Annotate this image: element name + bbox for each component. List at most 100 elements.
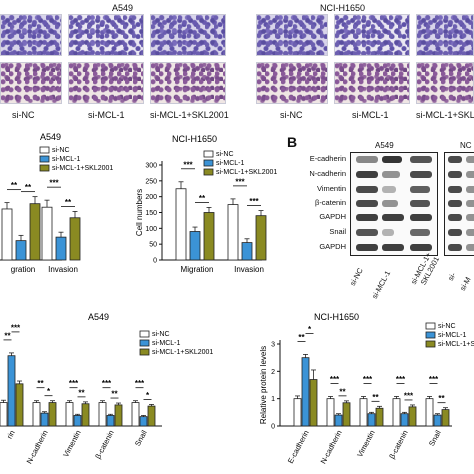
blot-band <box>410 229 430 236</box>
bar <box>7 355 16 427</box>
significance-label: *** <box>183 160 193 169</box>
y-tick-label: 150 <box>145 210 157 217</box>
bar <box>41 206 53 261</box>
micrograph-h1650-migration-skl <box>416 14 474 56</box>
bar <box>98 402 107 427</box>
category-label: Vimentin <box>61 429 83 459</box>
blot-band <box>448 214 462 221</box>
panel-a-title-a549: A549 <box>112 3 134 13</box>
bar <box>334 414 343 427</box>
micrograph-a549-migration-si-nc <box>0 14 62 56</box>
bar <box>375 407 384 427</box>
micrograph-a549-migration-si-mcl1 <box>68 14 144 56</box>
significance-label: *** <box>396 375 406 384</box>
blot-band <box>466 156 474 163</box>
blot-row-e-cadherin: E-cadherin <box>309 154 346 163</box>
significance-label: ** <box>372 393 379 402</box>
blot-band <box>466 214 474 221</box>
legend-swatch <box>39 146 50 154</box>
blot-band <box>466 186 474 193</box>
category-label: Invasion <box>48 265 78 274</box>
legend-swatch <box>425 340 436 348</box>
significance-label: ** <box>11 181 18 190</box>
significance-label: ** <box>78 388 85 397</box>
blot-row-snail: Snail <box>329 227 346 236</box>
legend-swatch <box>425 331 436 339</box>
bar <box>106 415 115 427</box>
significance-label: *** <box>135 379 145 388</box>
significance-label: ** <box>4 331 11 340</box>
bar <box>326 398 335 427</box>
category-label: N-cadherin <box>319 429 344 466</box>
legend-swatch <box>139 339 150 347</box>
legend-swatch <box>203 150 214 158</box>
legend-label: si-NC <box>438 323 456 330</box>
bar <box>139 416 148 427</box>
blot-band <box>382 244 404 251</box>
blot-row-n-cadherin: N-cadherin <box>309 169 346 178</box>
bar <box>293 398 302 427</box>
category-label: β-catenin <box>93 429 116 461</box>
blot-row-gapdh-1: GAPDH <box>319 212 346 221</box>
micrograph-a549-invasion-si-nc <box>0 62 62 104</box>
legend-swatch <box>139 348 150 356</box>
blot-band <box>448 229 462 236</box>
legend-label: si-MCL-1 <box>152 340 180 347</box>
blot-band <box>382 171 400 178</box>
micrograph-h1650-invasion-si-nc <box>256 62 328 104</box>
blot-band <box>356 171 378 178</box>
blot-title-right: NC <box>460 141 472 150</box>
micro-label-si-nc: si-NC <box>12 110 35 120</box>
bar <box>309 379 318 427</box>
blot-band <box>466 244 474 251</box>
bar <box>367 413 376 427</box>
bar <box>114 404 123 427</box>
y-tick-label: 0 <box>271 424 275 431</box>
legend-label: si-NC <box>52 147 70 154</box>
legend-label: si-MCL-1+SKL2001 <box>438 341 474 348</box>
micrograph-a549-migration-skl <box>150 14 226 56</box>
y-tick-label: 3 <box>271 342 275 349</box>
blot-band <box>356 214 378 221</box>
micrograph-h1650-invasion-si-mcl1 <box>334 62 410 104</box>
blot-col-skl: si-MCL-1+ SKL2001 <box>408 250 442 287</box>
chart-a549-protein-levels: A549 rin N-cadherin Vimentin β-catenin Snail *… <box>0 312 213 465</box>
bar <box>392 398 401 427</box>
y-tick-label: 200 <box>145 194 157 201</box>
significance-label: ** <box>111 390 118 399</box>
chart-title: A549 <box>40 132 61 142</box>
bar <box>408 406 417 427</box>
chart-h1650-migration-invasion: NCI-H1650 0 50 100 150 200 250 300 Cell numbers M… <box>135 134 277 274</box>
micrograph-a549-invasion-skl <box>150 62 226 104</box>
blot-band <box>382 200 398 207</box>
bar <box>301 357 310 427</box>
significance-label: *** <box>429 375 439 384</box>
category-label: Snail <box>427 428 443 447</box>
blot-band <box>448 186 462 193</box>
bar <box>175 188 187 261</box>
legend-label: si-NC <box>216 151 234 158</box>
micrograph-a549-invasion-si-mcl1 <box>68 62 144 104</box>
blot-row-beta-catenin: β-catenin <box>315 198 346 207</box>
bar <box>203 212 215 261</box>
blot-band <box>466 200 474 207</box>
legend-swatch <box>425 322 436 330</box>
blot-col-right-1: si- <box>446 271 458 283</box>
bar <box>65 402 74 427</box>
y-tick-label: 0 <box>153 258 157 265</box>
blot-band <box>410 214 432 221</box>
micro-label-h1650-skl: si-MCL-1+SKL2001 <box>416 110 474 120</box>
significance-label: ** <box>65 198 72 207</box>
blot-band <box>382 229 394 236</box>
blot-band <box>382 214 404 221</box>
blot-col-right-2: si-M <box>458 275 473 293</box>
chart-title: A549 <box>88 312 109 322</box>
legend-label: si-MCL-1 <box>216 160 244 167</box>
legend-label: si-MCL-1 <box>438 332 466 339</box>
significance-label: ** <box>25 183 32 192</box>
blot-band <box>448 156 462 163</box>
y-tick-label: 50 <box>149 242 157 249</box>
blot-band <box>448 171 462 178</box>
bar <box>425 398 434 427</box>
